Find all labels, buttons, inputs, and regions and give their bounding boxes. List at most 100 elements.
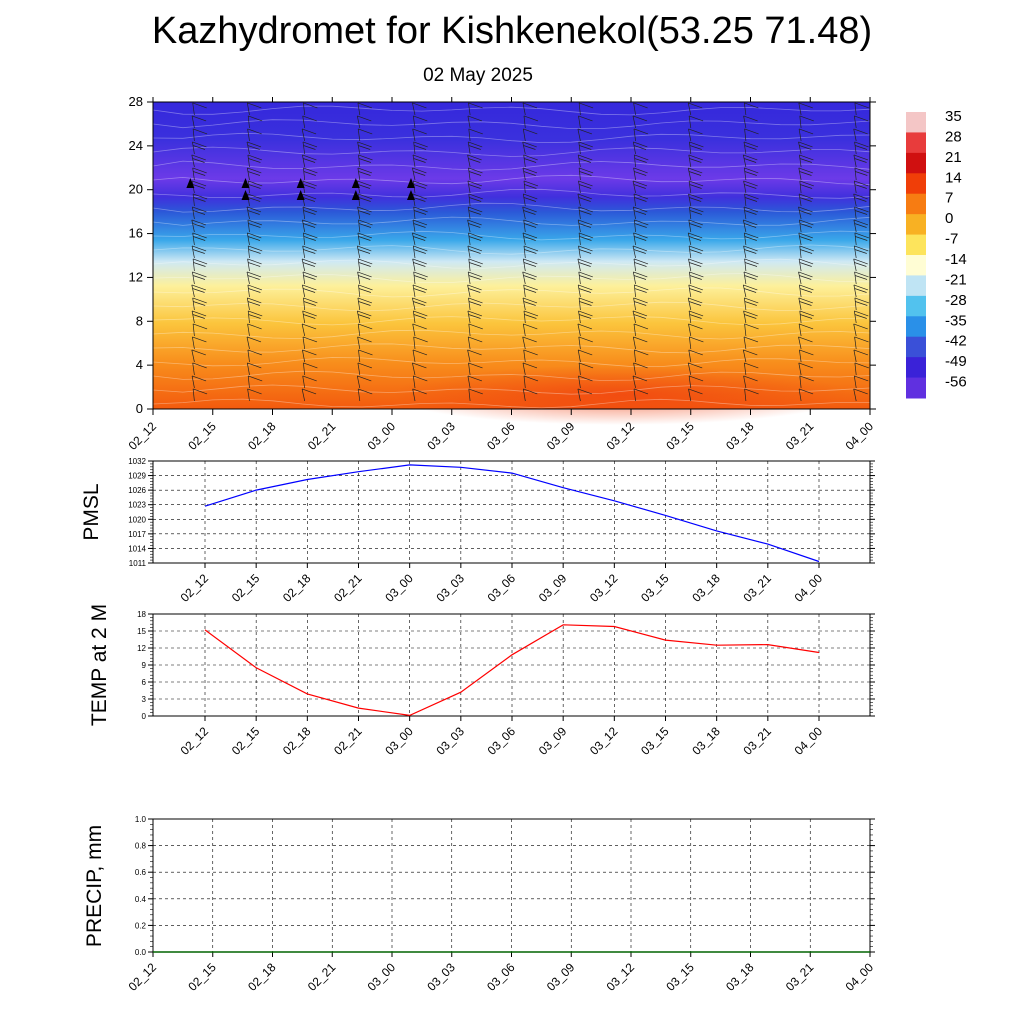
wind-barb-feather [634,349,649,356]
wind-barb-feather [853,154,869,161]
wind-barb-feather [578,180,593,187]
wind-barb-feather [689,336,704,343]
wind-barb-feather [247,349,263,356]
wind-barb-feather [854,232,870,239]
wind-barb-staff [687,232,692,246]
wind-barb-feather [744,249,757,254]
wind-barb-staff [302,375,306,389]
wind-barb-staff [799,154,802,168]
x-tick-label: 03_06 [485,571,519,605]
wind-barb-staff [743,232,747,246]
wind-barb-feather [578,167,594,174]
wind-barb-staff [633,284,636,298]
wind-barb-feather [413,206,428,213]
y-tick-label: 16 [129,226,143,241]
wind-barb-feather [522,167,538,174]
x-tick-label: 03_18 [723,419,757,453]
wind-barb-feather [358,193,373,200]
wind-barb-feather [633,314,646,319]
wind-barb-feather [633,362,648,369]
wind-barb-feather [467,115,483,122]
wind-barb-feather [578,197,591,202]
wind-barb-feather [744,171,757,176]
wind-barb-feather [633,336,648,343]
wind-barb-staff [799,245,802,259]
wind-barb-staff [523,349,526,363]
wind-barb-feather [799,184,813,189]
wind-barb-feather [634,154,649,161]
wind-barb-feather [799,145,812,150]
wind-barb-feather [412,323,427,330]
temp-panel: TEMP at 2 M 0 3 6 9 12 15 18 02_12 02_15 02_18 02_… [88,604,875,758]
wind-barb-staff [522,271,526,285]
isotherm-line [152,105,871,116]
wind-barb-staff [357,167,361,181]
wind-barb-staff [688,193,692,207]
wind-barb-feather [578,245,593,252]
wind-barb-feather [469,197,482,202]
wind-barb-staff [688,128,692,142]
wind-barb-staff [798,297,802,311]
wind-barb-feather [357,375,372,382]
wind-barb-staff [192,128,195,142]
wind-barb-feather [413,197,426,202]
wind-barb-staff [853,219,857,233]
wind-barb-feather [578,154,593,161]
wind-barb-staff [356,245,361,259]
wind-barb-staff [522,232,526,246]
wind-barb-staff [467,310,471,324]
y-tick-label: 15 [137,627,146,636]
wind-barb-staff [633,362,636,376]
wind-barb-pennant [241,190,250,200]
wind-barb-feather [357,102,373,109]
wind-barb-staff [633,258,636,272]
wind-barb-staff [577,154,581,168]
wind-barb-staff [191,154,195,168]
wind-barb-feather [303,236,316,241]
wind-barb-feather [192,362,207,369]
wind-barb-feather [357,232,373,239]
x-tick-label: 03_09 [536,571,570,605]
wind-barb-feather [192,223,205,228]
x-tick-label: 03_03 [433,724,467,758]
wind-barb-feather [799,210,812,215]
wind-barb-staff [578,167,581,181]
wind-barb-staff [191,284,195,298]
wind-barb-feather [467,375,483,382]
wind-barb-feather [743,158,757,163]
wind-barb-staff [302,284,306,298]
wind-barb-staff [688,375,692,389]
wind-barb-feather [799,236,812,241]
wind-barb-feather [523,145,536,150]
wind-barb-staff [412,362,416,376]
wind-barb-staff [302,245,306,259]
wind-barb-feather [358,262,371,267]
wind-barb-staff [468,297,471,311]
wind-barb-staff [357,388,361,402]
wind-barb-feather [578,284,593,291]
wind-barb-staff [522,336,526,350]
wind-barb-feather [412,128,427,135]
wind-barb-feather [302,245,317,252]
wind-barb-feather [744,102,759,109]
wind-barb-feather [578,206,593,213]
wind-barb-feather [358,284,373,291]
wind-barb-staff [467,115,471,129]
x-tick-label: 04_00 [843,960,877,994]
wind-barb-feather [689,145,702,150]
y-tick-label: 1029 [128,472,146,481]
wind-barb-feather [302,197,316,202]
wind-barb-feather [192,193,208,200]
wind-barb-staff [742,154,747,168]
wind-barb-feather [688,180,704,187]
wind-barb-feather [412,258,427,265]
wind-barb-feather [744,314,757,319]
wind-barb-feather [248,288,261,293]
wind-barb-feather [633,323,649,330]
wind-barb-feather [301,323,317,330]
wind-barb-feather [688,349,703,356]
wind-barb-feather [798,193,814,200]
wind-barb-feather [413,223,426,228]
wind-barb-feather [412,219,428,226]
wind-barb-feather [468,102,483,109]
